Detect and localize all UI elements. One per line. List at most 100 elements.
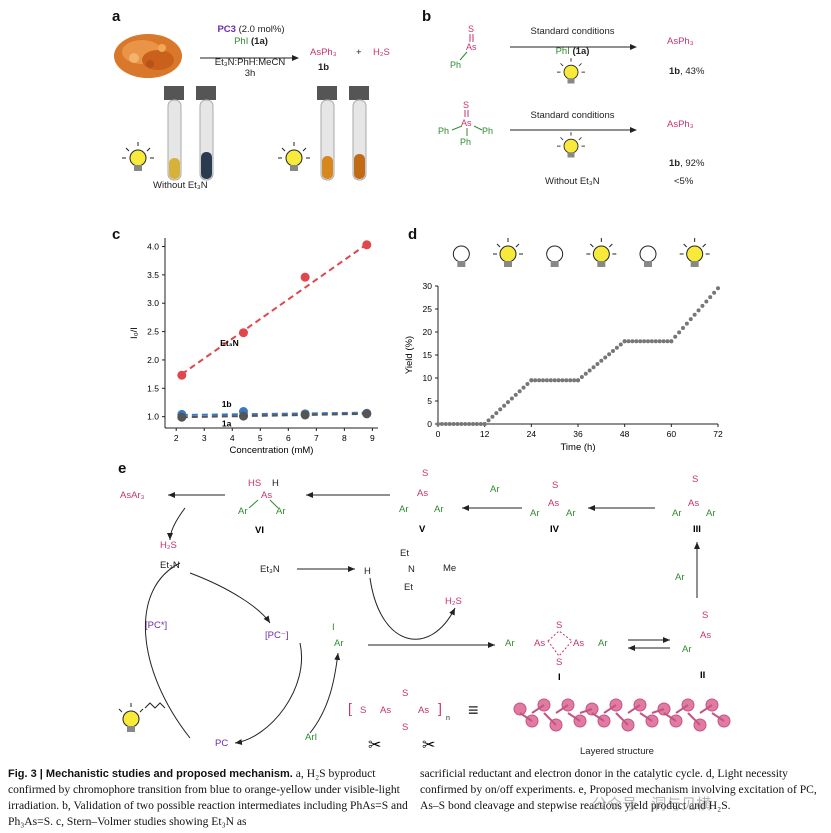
- y-tick-label: 3.0: [147, 298, 159, 308]
- sulfur-ball: [513, 702, 527, 716]
- svg-text:S: S: [556, 620, 562, 631]
- caption-text-1: a, H₂S byproduct confirmed by chromophor…: [8, 767, 408, 828]
- data-point: [684, 321, 689, 326]
- phi-reagent-b: PhI: [555, 46, 570, 57]
- bond: [615, 712, 629, 726]
- data-point: [533, 378, 538, 383]
- data-point: [681, 325, 685, 330]
- data-point: [486, 418, 491, 423]
- x-tick-label: 12: [480, 429, 490, 439]
- svg-text:Ar: Ar: [399, 504, 409, 515]
- bond: [579, 708, 593, 714]
- data-point: [657, 339, 662, 344]
- data-point: [447, 422, 452, 426]
- svg-text:As: As: [573, 638, 584, 649]
- yield-b2: , 92%: [680, 158, 705, 169]
- stern-volmer-chart: 2 3 4 5 6 7 8 9 1.0 1.5 2.0 2.5 3.0 3.5 4.0 Concentrati…: [129, 238, 378, 456]
- data-point: [300, 410, 310, 420]
- data-point: [300, 272, 310, 282]
- data-point: [638, 339, 643, 344]
- lightbulb-off-icon: [452, 245, 470, 267]
- data-point: [614, 345, 619, 350]
- caption-column-1: Fig. 3 | Mechanistic studies and propose…: [8, 766, 408, 830]
- x-axis-label: Concentration (mM): [230, 445, 314, 456]
- x-tick-label: 36: [573, 429, 583, 439]
- panel-e-label: e: [118, 460, 127, 477]
- x-tick-label: 5: [258, 433, 263, 443]
- data-point: [238, 328, 248, 338]
- sulfur-atom: S: [468, 24, 474, 34]
- series-label: Et₃N: [220, 338, 239, 348]
- data-point: [463, 422, 468, 426]
- light-wave-icon: [144, 702, 166, 709]
- data-point: [502, 403, 507, 408]
- svg-text:Ar: Ar: [598, 638, 608, 649]
- et3n-donor: Et₃N: [160, 560, 180, 571]
- x-tick-label: 0: [436, 429, 441, 439]
- data-point: [552, 378, 557, 383]
- data-point: [700, 303, 705, 308]
- pc-excited: [PC*]: [145, 620, 167, 631]
- caption-title: Fig. 3 | Mechanistic studies and propose…: [8, 768, 293, 780]
- bond: [603, 704, 617, 714]
- asar3-product: AsAr₃: [120, 490, 145, 501]
- svg-text:Ar: Ar: [434, 504, 444, 515]
- intermediate-iii-label: III: [693, 524, 701, 535]
- svg-text:Ar: Ar: [682, 644, 692, 655]
- y-tick-label: 2.5: [147, 327, 159, 337]
- data-point: [572, 378, 577, 383]
- iodide-anion: I: [332, 622, 335, 633]
- svg-text:S: S: [402, 722, 408, 733]
- lightbulb-on-icon: [122, 142, 154, 181]
- bond: [687, 712, 701, 726]
- bond: [531, 704, 545, 714]
- svg-text:Ar: Ar: [530, 508, 540, 519]
- lightbulb-on-icon: [118, 703, 144, 732]
- cycle-arc-left: [145, 562, 191, 739]
- svg-text:Ph: Ph: [460, 137, 471, 147]
- reaction-arrow-b1: [510, 38, 638, 56]
- lightbulb-off-icon: [546, 245, 564, 267]
- watermark: 公众号 · 洞与见横: [592, 795, 712, 813]
- data-point: [436, 422, 440, 426]
- data-point: [677, 330, 682, 335]
- bond: [639, 712, 653, 722]
- svg-text:Me: Me: [443, 563, 456, 574]
- svg-text:Ar: Ar: [706, 508, 716, 519]
- without-et3n-a: Without Et₃N: [153, 180, 208, 191]
- data-point: [626, 339, 631, 344]
- data-point: [490, 414, 495, 419]
- aryl-radical: Ar: [334, 638, 344, 649]
- svg-text:Ar: Ar: [672, 508, 682, 519]
- iminium-n: N: [408, 564, 415, 575]
- data-point: [599, 358, 604, 363]
- product-a-number: 1b: [318, 62, 330, 73]
- svg-text:Ph: Ph: [482, 126, 493, 136]
- yield-b3: <5%: [674, 176, 694, 187]
- fit-line: [181, 412, 367, 419]
- data-point: [607, 352, 612, 357]
- bond: [519, 712, 533, 722]
- conditions-2: Standard conditions: [530, 110, 615, 121]
- data-point: [716, 286, 720, 291]
- data-point: [576, 378, 580, 383]
- data-point: [603, 355, 608, 360]
- caption-column-2: sacrificial reductant and electron donor…: [420, 767, 817, 812]
- bond: [567, 712, 581, 722]
- bond: [699, 704, 713, 714]
- phi-reagent-b-number: (1a): [572, 46, 590, 57]
- y-tick-label: 15: [423, 350, 433, 360]
- aryl-iodide: ArI: [305, 732, 317, 743]
- h2s-release: H₂S: [160, 540, 177, 551]
- arsenic-atom: As: [466, 42, 477, 52]
- x-tick-label: 4: [230, 433, 235, 443]
- svg-text:S: S: [556, 657, 562, 668]
- data-point: [494, 411, 499, 416]
- svg-text:As: As: [380, 705, 391, 716]
- data-point: [177, 370, 187, 380]
- data-point: [537, 378, 542, 383]
- reaction-arrow-b2: [510, 121, 638, 139]
- data-point: [482, 422, 487, 426]
- data-point: [529, 378, 534, 383]
- x-tick-label: 48: [620, 429, 630, 439]
